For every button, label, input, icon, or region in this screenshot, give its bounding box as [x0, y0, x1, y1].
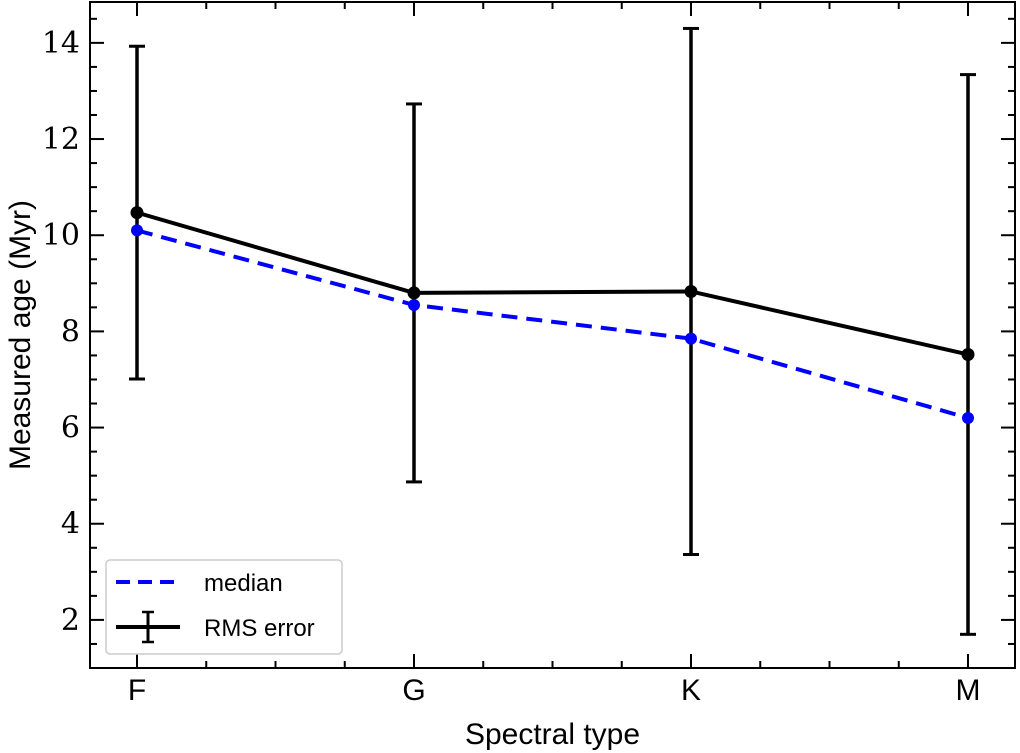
y-axis-label: Measured age (Myr): [4, 200, 37, 470]
rms-point-f: [130, 206, 144, 220]
x-axis-label: Spectral type: [465, 718, 640, 751]
y-tick-label: 12: [42, 122, 80, 157]
major-ticks: [90, 2, 1015, 668]
series-layer: [129, 26, 976, 636]
y-tick-label: 6: [61, 411, 80, 446]
x-tick-label-f: F: [128, 674, 146, 707]
rms-line: [136, 210, 969, 357]
median-point-m: [962, 411, 974, 424]
legend-rms-swatch: [116, 610, 180, 644]
rms-point-m: [961, 347, 975, 361]
x-tick-label-g: G: [402, 674, 425, 707]
median-point-f: [131, 224, 143, 237]
legend-median-label: median: [204, 570, 283, 597]
legend-rms-label: RMS error: [204, 615, 315, 642]
median-line: [136, 228, 969, 420]
y-tick-labels: 2 4 6 8 10 12 14: [42, 26, 80, 638]
y-tick-label: 10: [42, 218, 80, 253]
minor-ticks: [90, 2, 1015, 669]
rms-point-k: [684, 284, 698, 298]
y-tick-label: 8: [61, 314, 80, 349]
median-point-k: [685, 332, 697, 345]
plot-frame: [89, 1, 1016, 669]
x-tick-label-m: M: [956, 674, 981, 707]
rms-point-g: [407, 286, 421, 300]
y-tick-label: 14: [42, 26, 80, 61]
y-tick-label: 2: [61, 603, 80, 638]
y-tick-label: 4: [61, 507, 80, 542]
x-tick-label-k: K: [681, 674, 701, 707]
legend: median RMS error: [105, 559, 343, 655]
median-point-g: [408, 298, 420, 311]
